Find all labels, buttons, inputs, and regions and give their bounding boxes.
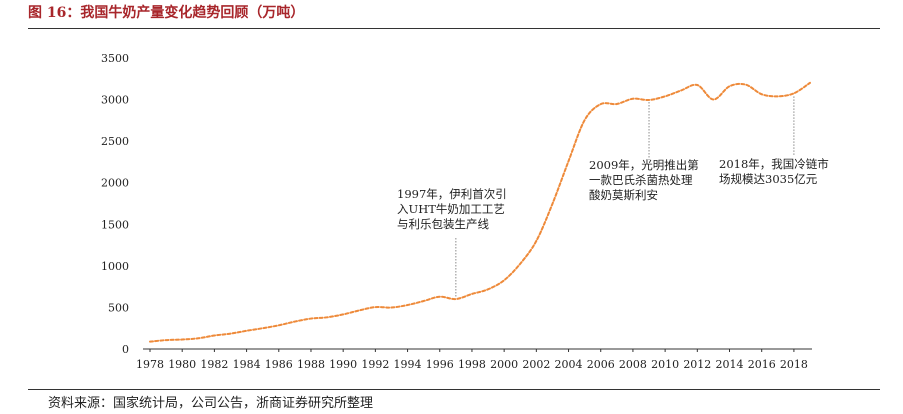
- x-tick-label: 2006: [587, 358, 615, 371]
- axis-layer: 0 500 1000 1500 2000 2500 3000 3500 1978 1980 1982…: [101, 52, 812, 371]
- annotation-text: 入UHT牛奶加工工艺: [397, 202, 505, 216]
- annotation-text: 酸奶莫斯利安: [589, 188, 658, 202]
- x-tick-label: 1998: [458, 358, 486, 371]
- annotation-text: 一款巴氏杀菌热处理: [589, 173, 693, 187]
- x-tick-label: 2008: [619, 358, 647, 371]
- title-divider: [28, 28, 880, 29]
- x-tick-label: 1978: [136, 358, 164, 371]
- annotation-text: 1997年，伊利首次引: [397, 187, 507, 201]
- annotation-text: 场规模达3035亿元: [719, 172, 818, 186]
- x-tick-label: 1980: [168, 358, 196, 371]
- y-tick-label: 3000: [101, 94, 129, 107]
- source-divider: [28, 389, 880, 390]
- y-tick-label: 2000: [101, 177, 129, 190]
- y-tick-label: 3500: [101, 52, 129, 65]
- x-tick-label: 2012: [683, 358, 711, 371]
- x-tick-label: 2018: [780, 358, 808, 371]
- x-tick-label: 1988: [297, 358, 325, 371]
- x-tick-label: 2016: [748, 358, 776, 371]
- x-tick-label: 1984: [233, 358, 261, 371]
- y-tick-label: 500: [108, 301, 129, 314]
- y-tick-label: 2500: [101, 135, 129, 148]
- chart-title: 图 16：我国牛奶产量变化趋势回顾（万吨）: [28, 5, 305, 21]
- x-tick-label: 2014: [716, 358, 744, 371]
- annotation-text: 2009年，光明推出第: [589, 158, 699, 172]
- x-tick-label: 2002: [522, 358, 550, 371]
- x-tick-label: 2010: [651, 358, 679, 371]
- annotation-text: 2018年，我国冷链市: [719, 157, 829, 171]
- line-layer: [149, 81, 811, 343]
- y-tick-label: 1000: [101, 260, 129, 273]
- source-note: 资料来源：国家统计局，公司公告，浙商证券研究所整理: [48, 396, 374, 411]
- x-tick-label: 2000: [490, 358, 518, 371]
- milk-production-series-line: [149, 81, 811, 343]
- x-tick-label: 1982: [200, 358, 228, 371]
- y-tick-label: 0: [122, 343, 129, 356]
- x-tick-label: 1986: [265, 358, 293, 371]
- y-tick-label: 1500: [101, 218, 129, 231]
- x-tick-label: 1994: [394, 358, 422, 371]
- x-tick-label: 1996: [426, 358, 454, 371]
- x-tick-label: 2004: [555, 358, 583, 371]
- x-tick-label: 1992: [361, 358, 389, 371]
- annotation-text: 与利乐包装生产线: [397, 217, 489, 231]
- x-tick-label: 1990: [329, 358, 357, 371]
